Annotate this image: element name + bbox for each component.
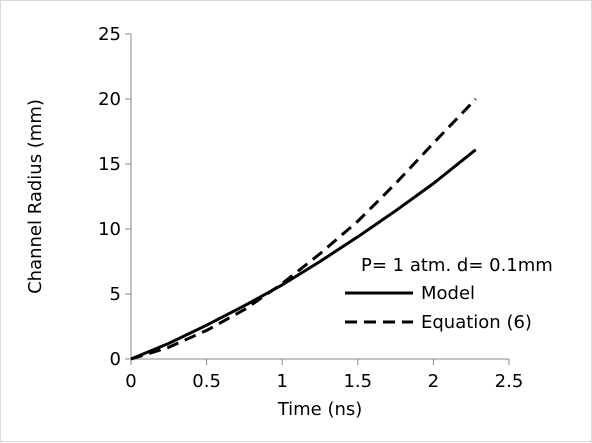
y-tick-label: 10 [98,219,121,240]
x-tick-label: 0.5 [192,371,221,392]
x-tick-label: 1.5 [343,371,372,392]
y-tick-label: 20 [98,89,121,110]
x-tick-label: 2.5 [495,371,524,392]
axes: 0 5 10 15 20 25 0 0.5 1 1.5 2 2.5 [98,24,523,392]
x-tick-label: 0 [125,371,136,392]
equation-6-series-line [130,97,477,361]
y-tick-label: 5 [110,284,121,305]
y-axis-title: Channel Radius (mm) [25,99,46,294]
legend-annotation: P= 1 atm. d= 0.1mm [361,255,553,276]
legend-model-label: Model [421,283,475,304]
legend: P= 1 atm. d= 0.1mm Model Equation (6) [345,255,553,333]
legend-equation-6-label: Equation (6) [421,312,532,333]
x-axis-title: Time (ns) [277,399,363,420]
x-tick-label: 2 [428,371,439,392]
y-tick-label: 0 [110,349,121,370]
y-tick-label: 15 [98,154,121,175]
series-layer [130,97,477,361]
x-tick-label: 1 [276,371,287,392]
model-series-line [130,148,477,361]
y-tick-label: 25 [98,24,121,45]
